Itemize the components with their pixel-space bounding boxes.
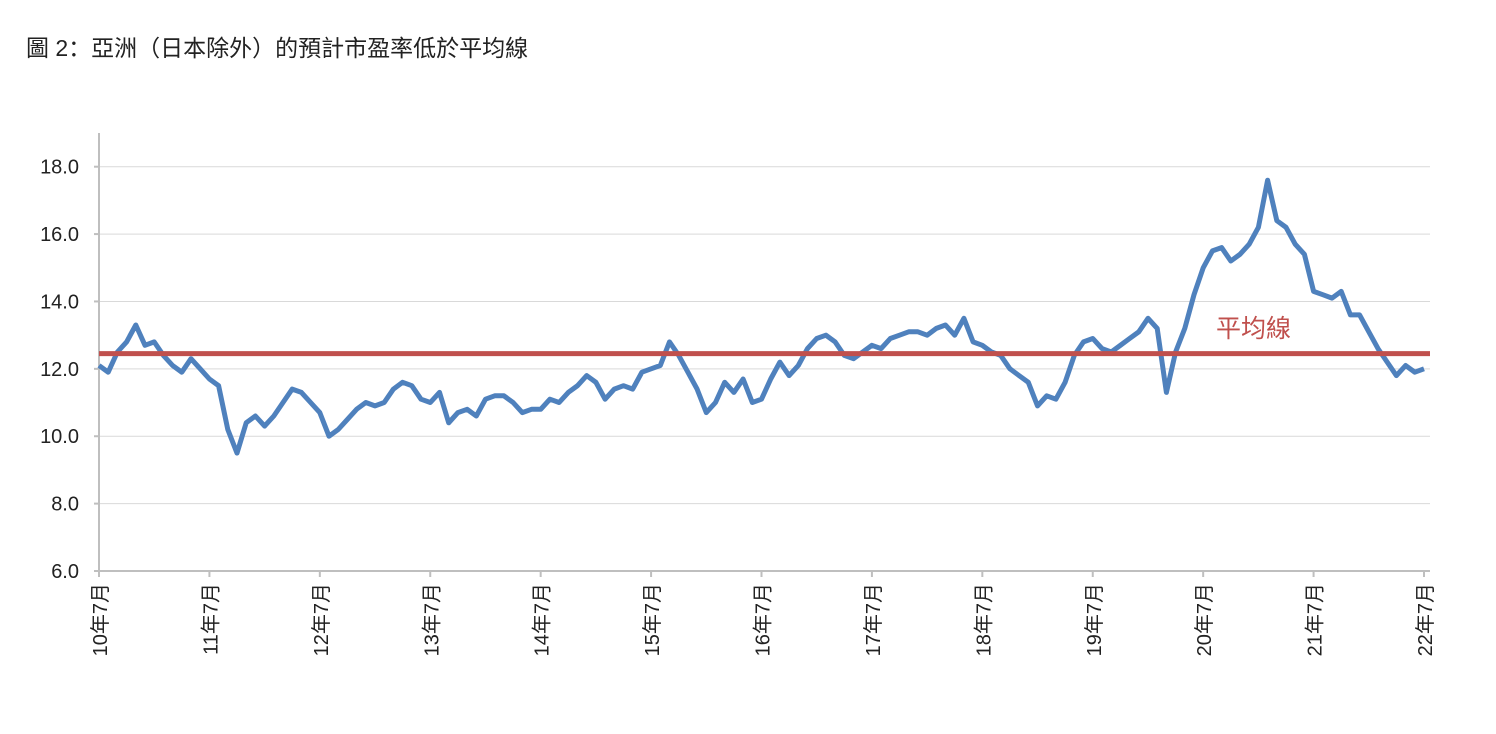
average-label: 平均線	[1216, 315, 1291, 343]
chart-title: 圖 2：亞洲（日本除外）的預計市盈率低於平均線	[26, 35, 528, 61]
x-tick-label: 15年7月	[641, 583, 664, 656]
y-tick-label: 8.0	[51, 494, 79, 516]
x-tick-label: 21年7月	[1304, 583, 1327, 656]
x-tick-label: 11年7月	[199, 583, 222, 655]
y-tick-label: 18.0	[40, 157, 79, 179]
x-tick-label: 22年7月	[1414, 583, 1437, 656]
data-line	[97, 177, 1425, 456]
x-tick-label: 10年7月	[89, 583, 112, 656]
x-tick-label: 14年7月	[531, 583, 554, 656]
y-tick-label: 14.0	[40, 291, 79, 313]
y-tick-label: 16.0	[40, 224, 79, 246]
y-tick-label: 12.0	[40, 359, 79, 381]
y-tick-label: 6.0	[51, 561, 79, 583]
x-tick-label: 17年7月	[862, 583, 885, 656]
x-tick-label: 19年7月	[1083, 583, 1106, 656]
y-tick-label: 10.0	[40, 426, 79, 448]
x-tick-label: 20年7月	[1193, 583, 1216, 656]
x-tick-label: 18年7月	[972, 583, 995, 656]
x-tick-label: 16年7月	[752, 583, 775, 656]
x-tick-label: 12年7月	[310, 583, 333, 656]
x-tick-label: 13年7月	[420, 583, 443, 656]
